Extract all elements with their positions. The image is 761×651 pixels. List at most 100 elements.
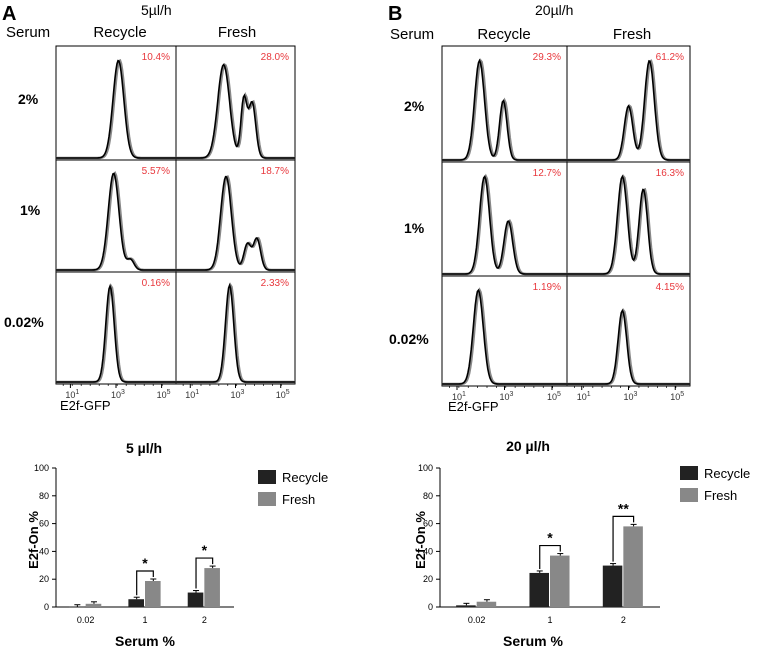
bar-chart-5ul-title: 5 µl/h — [126, 440, 162, 456]
panel-b-hist-grey-r1-c0 — [442, 173, 567, 276]
panel-a-xtick-label: 103 — [231, 389, 245, 400]
panel-a-hist-grey-r1-c1 — [176, 175, 295, 272]
panel-b-xtick-label: 101 — [452, 391, 466, 402]
bar-chart-20ul-ytick-label: 100 — [418, 463, 433, 473]
panel-b-hist-black-r2-c0 — [442, 288, 567, 385]
panel-a-xtick-label: 101 — [185, 389, 199, 400]
bar-chart-5ul-sig-bracket — [136, 570, 154, 596]
bar-chart-20ul-ytick-label: 40 — [423, 546, 433, 556]
panel-b-grid-frame — [441, 45, 691, 387]
panel-b-pct-r2-c1: 4.15% — [656, 282, 684, 293]
bar-chart-20ul-bar-recycle — [602, 565, 623, 607]
panel-b-xtick-label: 105 — [547, 391, 561, 402]
panel-a-row-002pct: 0.02% — [4, 314, 44, 330]
panel-b-pct-r0-c1: 61.2% — [656, 52, 684, 63]
panel-b-hist-grey-r0-c0 — [442, 58, 567, 162]
panel-b-flow-histograms: B 20µl/h Serum Recycle Fresh 2% 1% 0.02%… — [388, 2, 691, 414]
bar-chart-5ul-sig-label: * — [142, 555, 148, 571]
panel-b-xtick-label: 103 — [624, 391, 638, 402]
bar-chart-20ul-legend-label-recycle: Recycle — [704, 466, 750, 481]
bar-chart-20ul-bar-fresh — [550, 555, 570, 607]
bar-chart-5ul-ytick-label: 80 — [39, 491, 49, 501]
panel-a-row-1pct: 1% — [20, 202, 41, 218]
panel-b-col-fresh: Fresh — [613, 26, 651, 43]
bar-chart-5ul-sig-bracket — [195, 557, 214, 589]
panel-b-xtick-label: 105 — [670, 391, 684, 402]
bar-chart-5ul-bar-fresh — [204, 568, 220, 607]
bar-chart-5ul-ytick-label: 20 — [39, 574, 49, 584]
bar-chart-20ul-xtick-label: 1 — [547, 615, 552, 625]
panel-b-serum-header: Serum — [390, 26, 434, 43]
panel-a-xtick-label: 101 — [65, 389, 79, 400]
panel-a-hist-black-r1-c0 — [56, 172, 176, 271]
bar-chart-20ul-bar-fresh — [623, 526, 643, 607]
bar-chart-5ul-ytick-label: 40 — [39, 546, 49, 556]
bar-chart-20ul-ytick-label: 60 — [423, 519, 433, 529]
panel-b-hist-black-r2-c1 — [567, 308, 690, 385]
bar-chart-5ul-legend-swatch-recycle — [258, 470, 276, 484]
panel-b-hist-grey-r0-c1 — [567, 59, 690, 162]
panel-a-hist-black-r0-c0 — [56, 59, 176, 159]
bar-chart-5ul-bar-fresh — [145, 581, 161, 607]
bar-chart-5ul-bar-recycle — [69, 606, 85, 608]
panel-a-letter: A — [2, 3, 16, 25]
panel-a-xlabel: E2f-GFP — [60, 398, 111, 413]
bar-chart-5ul-legend-label-recycle: Recycle — [282, 470, 328, 485]
panel-b-pct-r1-c1: 16.3% — [656, 168, 684, 179]
bar-chart-5ul-xtick-label: 1 — [142, 615, 147, 625]
bar-chart-20ul: 20 µl/h E2f-On % Serum % 0 20 40 60 80 100 0.0… — [413, 438, 750, 649]
panel-b-row-1pct: 1% — [404, 220, 425, 236]
panel-a-hist-black-r1-c1 — [176, 175, 295, 271]
bar-chart-20ul-legend-swatch-fresh — [680, 488, 698, 502]
panel-b-letter: B — [388, 3, 402, 25]
bar-chart-20ul-ytick-label: 0 — [428, 602, 433, 612]
bar-chart-5ul-bar-recycle — [187, 592, 204, 607]
panel-b-xlabel: E2f-GFP — [448, 399, 499, 414]
panel-a-serum-header: Serum — [6, 24, 50, 41]
bar-chart-20ul-bar-recycle — [529, 572, 549, 607]
bar-chart-20ul-legend-label-fresh: Fresh — [704, 488, 737, 503]
bar-chart-5ul-ylabel: E2f-On % — [26, 511, 41, 569]
bar-chart-20ul-xtick-label: 0.02 — [468, 615, 486, 625]
panel-a-pct-r1-c1: 18.7% — [261, 166, 289, 177]
panel-b-pct-r0-c0: 29.3% — [533, 52, 561, 63]
bar-chart-20ul-ytick-label: 20 — [423, 574, 433, 584]
bar-chart-5ul-legend-swatch-fresh — [258, 492, 276, 506]
bar-chart-20ul-sig-label: * — [547, 530, 553, 546]
panel-a-hist-black-r2-c1 — [176, 282, 295, 383]
panel-a-pct-r2-c1: 2.33% — [261, 278, 289, 289]
panel-b-hist-black-r0-c0 — [442, 58, 567, 161]
bar-chart-5ul-xlabel: Serum % — [115, 633, 175, 649]
panel-a-xtick-label: 103 — [111, 389, 125, 400]
panel-b-pct-r2-c0: 1.19% — [533, 282, 561, 293]
bar-chart-5ul-bar-fresh — [85, 603, 102, 607]
panel-a-col-fresh: Fresh — [218, 24, 256, 41]
bar-chart-5ul-legend-label-fresh: Fresh — [282, 492, 315, 507]
panel-a-xtick-label: 105 — [276, 389, 290, 400]
panel-a-rate-label: 5µl/h — [141, 2, 172, 18]
bar-chart-5ul-xtick-label: 2 — [202, 615, 207, 625]
panel-a-pct-r2-c0: 0.16% — [142, 278, 170, 289]
bar-chart-5ul-bar-recycle — [128, 599, 144, 607]
panel-b-hist-black-r0-c1 — [567, 59, 690, 161]
bar-chart-20ul-sig-label: ** — [618, 500, 629, 516]
bar-chart-20ul-sig-bracket — [539, 544, 561, 569]
bar-chart-5ul-ytick-label: 0 — [44, 602, 49, 612]
panel-b-col-recycle: Recycle — [477, 26, 530, 43]
panel-a-hist-black-r0-c1 — [176, 63, 295, 159]
panel-b-pct-r1-c0: 12.7% — [533, 168, 561, 179]
panel-b-hist-black-r1-c1 — [567, 174, 690, 275]
panel-a-xtick-label: 105 — [157, 389, 171, 400]
panel-a-hist-black-r2-c0 — [56, 283, 176, 383]
panel-b-hist-grey-r2-c0 — [442, 287, 567, 386]
bar-chart-5ul-ytick-label: 60 — [39, 519, 49, 529]
bar-chart-20ul-bar-fresh — [476, 601, 497, 607]
panel-b-rate-label: 20µl/h — [535, 2, 573, 18]
panel-a-pct-r0-c0: 10.4% — [142, 52, 170, 63]
bar-chart-20ul-ytick-label: 80 — [423, 491, 433, 501]
panel-b-xtick-label: 101 — [577, 391, 591, 402]
panel-a-col-recycle: Recycle — [93, 24, 146, 41]
bar-chart-20ul-ylabel: E2f-On % — [413, 511, 428, 569]
bar-chart-20ul-xlabel: Serum % — [503, 633, 563, 649]
